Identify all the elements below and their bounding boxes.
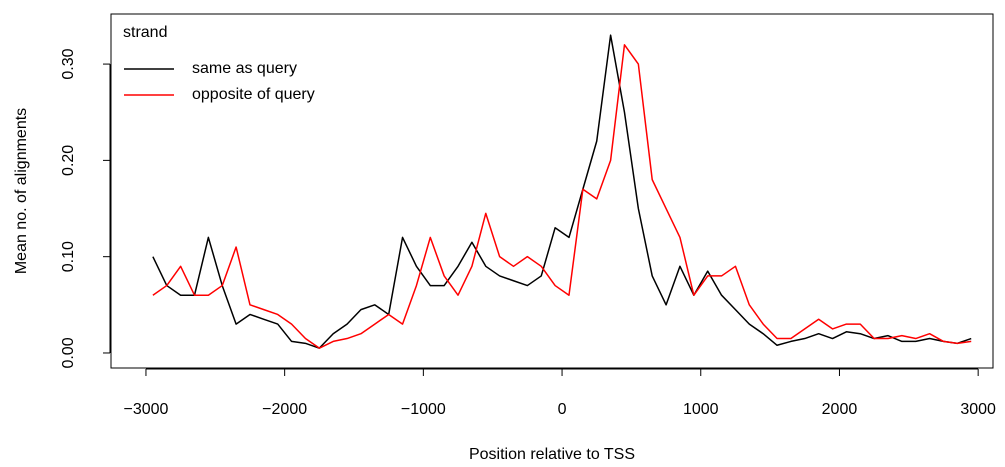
legend-title: strand	[123, 24, 167, 41]
legend-label: same as query	[192, 60, 297, 77]
x-tick-label: −2000	[262, 401, 307, 418]
x-tick-label: 0	[558, 401, 567, 418]
series-line	[152, 44, 972, 349]
x-tick-label: −3000	[123, 401, 168, 418]
y-tick-label: 0.30	[60, 48, 77, 79]
x-tick-label: 3000	[960, 401, 996, 418]
x-axis-label: Position relative to TSS	[469, 446, 635, 463]
legend-label: opposite of query	[192, 86, 315, 103]
y-axis-label: Mean no. of alignments	[13, 108, 30, 274]
x-tick-label: −1000	[401, 401, 446, 418]
series-line	[152, 34, 972, 349]
x-tick-label: 1000	[683, 401, 719, 418]
plot-box	[110, 13, 994, 369]
y-tick-label: 0.00	[60, 337, 77, 368]
x-tick-label: 2000	[822, 401, 858, 418]
y-tick-label: 0.20	[60, 145, 77, 176]
y-tick-label: 0.10	[60, 241, 77, 272]
